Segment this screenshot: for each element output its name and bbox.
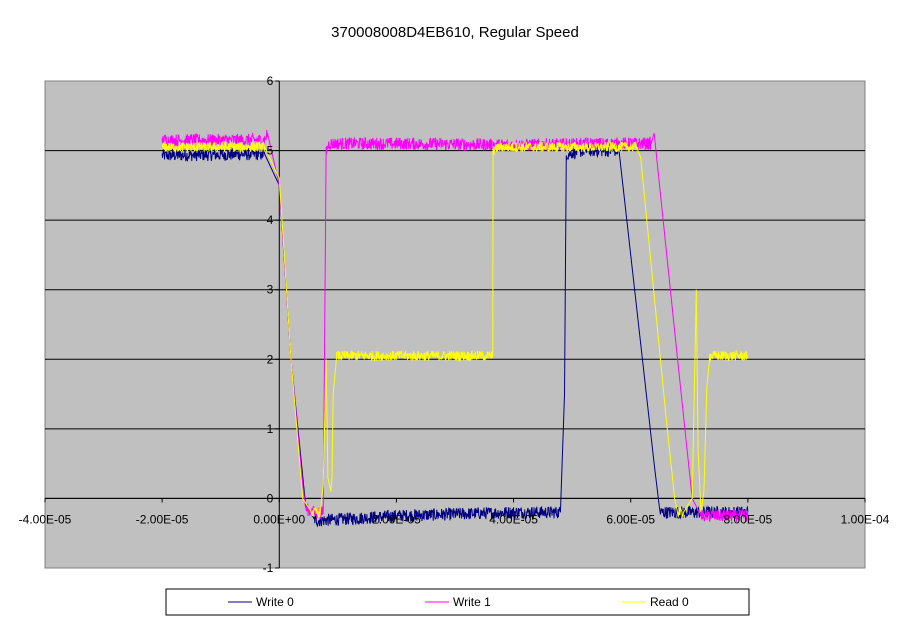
- legend-label: Write 0: [256, 595, 294, 609]
- x-tick-label: 6.00E-05: [606, 512, 655, 526]
- legend-label: Read 0: [650, 595, 689, 609]
- x-tick-label: 4.00E-05: [489, 512, 538, 526]
- legend-item-read-0: Read 0: [622, 595, 689, 609]
- plot-area: [44, 80, 866, 569]
- y-tick-label: 1: [267, 422, 274, 436]
- series-layer: [161, 129, 749, 528]
- y-tick-label: 5: [267, 144, 274, 158]
- legend-label: Write 1: [453, 595, 491, 609]
- x-tick-label: 1.00E-04: [841, 512, 890, 526]
- y-tick-label: 0: [267, 491, 274, 505]
- legend: Write 0 Write 1 Read 0: [165, 588, 750, 616]
- y-tick-label: 3: [267, 283, 274, 297]
- tick-labels: -1 0 1 2 3 4 5 6 -4.00E-05 -2.00E-05 0.00E+00 2.00E…: [19, 74, 890, 575]
- x-tick-label: 2.00E-05: [372, 512, 421, 526]
- y-tick-label: -1: [263, 561, 274, 575]
- series-line-read-0: [161, 140, 749, 518]
- legend-box: [165, 588, 750, 616]
- y-tick-label: 6: [267, 74, 274, 88]
- legend-item-write-0: Write 0: [228, 595, 294, 609]
- chart-title: 370008008D4EB610, Regular Speed: [331, 24, 579, 41]
- x-tick-label: 8.00E-05: [724, 512, 773, 526]
- y-tick-label: 2: [267, 352, 274, 366]
- x-tick-label: -2.00E-05: [136, 512, 189, 526]
- axes: [44, 80, 866, 569]
- y-tick-label: 4: [267, 213, 274, 227]
- series-line-write-1: [161, 129, 749, 523]
- x-tick-label: 0.00E+00: [253, 512, 305, 526]
- legend-item-write-1: Write 1: [425, 595, 491, 609]
- series-line-write-0: [161, 143, 749, 528]
- x-tick-label: -4.00E-05: [19, 512, 72, 526]
